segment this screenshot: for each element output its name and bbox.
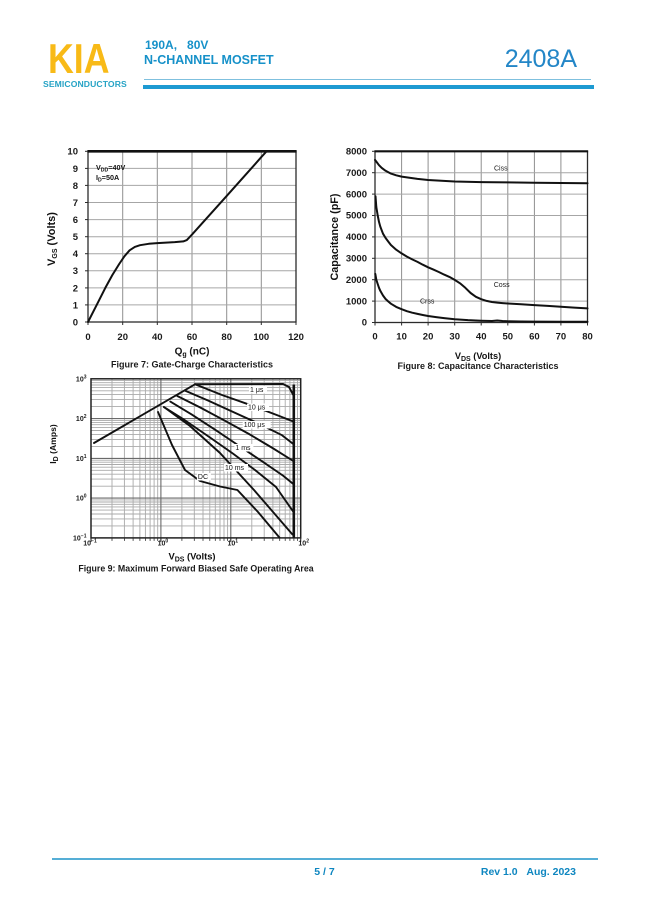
svg-text:1: 1 [73, 300, 79, 311]
svg-text:2: 2 [73, 283, 78, 294]
svg-text:10 ms: 10 ms [225, 465, 245, 472]
svg-text:6000: 6000 [346, 189, 367, 200]
svg-text:101: 101 [76, 454, 87, 463]
svg-text:3: 3 [73, 266, 78, 277]
svg-text:80: 80 [221, 332, 232, 343]
svg-text:1 ms: 1 ms [235, 445, 251, 452]
svg-text:80: 80 [582, 332, 593, 343]
svg-text:10: 10 [396, 332, 407, 343]
svg-text:Coss: Coss [494, 282, 510, 289]
svg-text:Capacitance (pF): Capacitance (pF) [329, 193, 341, 280]
svg-text:120: 120 [288, 332, 304, 343]
svg-text:8000: 8000 [346, 147, 367, 158]
svg-text:10 μs: 10 μs [248, 405, 266, 412]
svg-text:40: 40 [476, 332, 487, 343]
svg-text:50: 50 [503, 332, 514, 343]
svg-text:Figure 8: Capacitance Characte: Figure 8: Capacitance Characteristics [397, 361, 558, 371]
svg-text:101: 101 [228, 539, 239, 548]
svg-text:Figure 9: Maximum Forward Bias: Figure 9: Maximum Forward Biased Safe Op… [78, 563, 313, 573]
svg-text:DC: DC [198, 474, 208, 481]
svg-text:5: 5 [73, 232, 79, 243]
svg-text:102: 102 [298, 539, 309, 548]
svg-text:2000: 2000 [346, 275, 367, 286]
svg-text:70: 70 [556, 332, 567, 343]
svg-text:7000: 7000 [346, 168, 367, 179]
svg-text:0: 0 [362, 318, 367, 329]
svg-text:1000: 1000 [346, 296, 367, 307]
svg-text:10−1: 10−1 [83, 539, 97, 548]
svg-text:0: 0 [372, 332, 377, 343]
svg-text:100 μs: 100 μs [244, 422, 266, 429]
svg-text:ID (Amps): ID (Amps) [48, 424, 60, 464]
svg-text:Figure 7: Gate-Charge Characte: Figure 7: Gate-Charge Characteristics [111, 359, 273, 369]
svg-text:3000: 3000 [346, 254, 367, 265]
svg-text:9: 9 [73, 164, 78, 175]
svg-text:100: 100 [76, 494, 87, 503]
svg-text:4: 4 [73, 249, 79, 260]
svg-text:5000: 5000 [346, 211, 367, 222]
svg-text:VDD=40V: VDD=40V [96, 163, 125, 174]
svg-text:100: 100 [158, 539, 169, 548]
svg-text:VGS (Volts): VGS (Volts) [46, 212, 59, 266]
svg-text:102: 102 [76, 414, 87, 423]
svg-text:1 μs: 1 μs [250, 387, 264, 394]
svg-text:Ciss: Ciss [494, 166, 508, 173]
svg-text:103: 103 [76, 374, 87, 383]
svg-text:6: 6 [73, 215, 78, 226]
svg-text:100: 100 [253, 332, 269, 343]
svg-text:20: 20 [423, 332, 434, 343]
svg-text:ID=50A: ID=50A [96, 173, 119, 184]
svg-text:40: 40 [152, 332, 163, 343]
svg-text:7: 7 [73, 198, 78, 209]
svg-text:Qg (nC): Qg (nC) [175, 347, 210, 359]
svg-text:30: 30 [449, 332, 460, 343]
svg-text:VDS (Volts): VDS (Volts) [168, 551, 215, 564]
svg-text:60: 60 [529, 332, 540, 343]
svg-text:0: 0 [85, 332, 90, 343]
svg-text:10−1: 10−1 [73, 533, 87, 542]
svg-text:8: 8 [73, 181, 78, 192]
svg-text:20: 20 [117, 332, 128, 343]
svg-text:10: 10 [67, 147, 78, 158]
svg-text:60: 60 [187, 332, 198, 343]
svg-text:0: 0 [73, 317, 78, 328]
svg-text:4000: 4000 [346, 232, 367, 243]
svg-text:Crss: Crss [420, 299, 435, 306]
